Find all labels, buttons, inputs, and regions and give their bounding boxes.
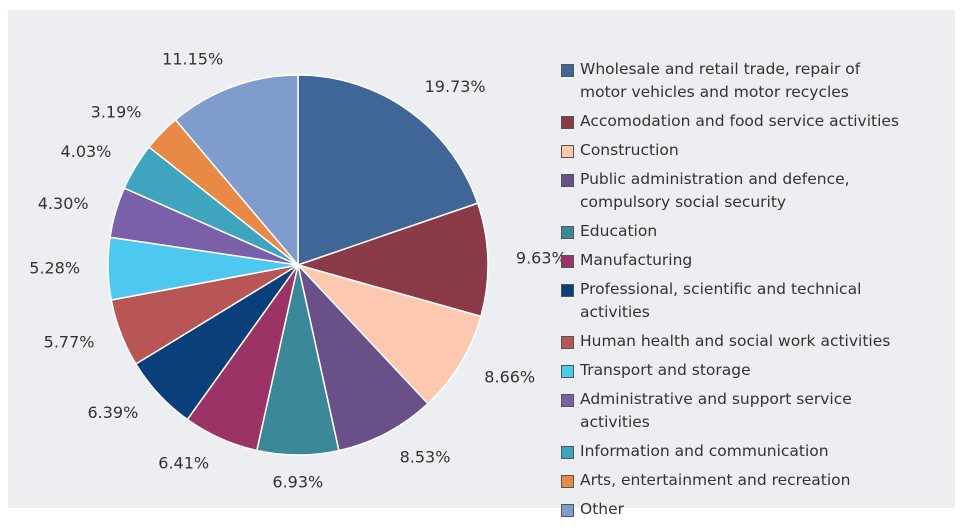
- slice-label: 4.30%: [38, 194, 89, 213]
- pie-slice: [295, 202, 489, 318]
- legend-swatch: [561, 336, 574, 349]
- slice-label: 11.15%: [162, 50, 223, 69]
- legend-item: Professional, scientific and technical a…: [561, 278, 911, 324]
- legend-item: Administrative and support service activ…: [561, 388, 911, 434]
- legend-label: Professional, scientific and technical a…: [580, 280, 862, 321]
- legend-swatch: [561, 174, 574, 187]
- legend-swatch: [561, 284, 574, 297]
- legend-item: Other: [561, 498, 911, 521]
- legend-label: Accomodation and food service activities: [580, 112, 899, 130]
- legend-item: Manufacturing: [561, 249, 911, 272]
- legend-swatch: [561, 255, 574, 268]
- legend-swatch: [561, 394, 574, 407]
- legend-label: Wholesale and retail trade, repair of mo…: [580, 60, 861, 101]
- legend-item: Wholesale and retail trade, repair of mo…: [561, 58, 911, 104]
- pie-slice: [297, 74, 479, 267]
- legend-swatch: [561, 504, 574, 517]
- slice-label: 9.63%: [516, 248, 567, 267]
- legend-label: Manufacturing: [580, 251, 693, 269]
- legend-label: Arts, entertainment and recreation: [580, 471, 851, 489]
- slice-label: 8.53%: [400, 447, 451, 466]
- legend-label: Other: [580, 500, 625, 518]
- slice-label: 3.19%: [91, 103, 142, 122]
- legend: Wholesale and retail trade, repair of mo…: [561, 58, 911, 527]
- legend-item: Human health and social work activities: [561, 330, 911, 353]
- legend-item: Education: [561, 220, 911, 243]
- chart-panel: 19.73% 9.63% 8.66% 8.53% 6.93% 6.41% 6.39% 5.77…: [8, 10, 955, 518]
- legend-swatch: [561, 64, 574, 77]
- legend-item: Construction: [561, 139, 911, 162]
- slice-label: 5.77%: [44, 333, 95, 352]
- slice-label: 6.41%: [158, 454, 209, 473]
- slice-label: 19.73%: [425, 77, 486, 96]
- slice-label: 8.66%: [484, 368, 535, 387]
- legend-swatch: [561, 226, 574, 239]
- legend-item: Transport and storage: [561, 359, 911, 382]
- pie-slice: [295, 263, 482, 405]
- legend-label: Human health and social work activities: [580, 332, 891, 350]
- pie-slice: [296, 262, 429, 452]
- legend-swatch: [561, 475, 574, 488]
- legend-label: Public administration and defence, compu…: [580, 170, 850, 211]
- chart: 19.73% 9.63% 8.66% 8.53% 6.93% 6.41% 6.39% 5.77…: [29, 50, 567, 492]
- legend-label: Administrative and support service activ…: [580, 390, 852, 431]
- slice-label: 4.03%: [61, 142, 112, 161]
- legend-item: Accomodation and food service activities: [561, 110, 911, 133]
- slice-label: 5.28%: [29, 259, 80, 278]
- legend-item: Arts, entertainment and recreation: [561, 469, 911, 492]
- pie-slice: [174, 74, 299, 268]
- legend-label: Education: [580, 222, 658, 240]
- legend-item: Information and communication: [561, 440, 911, 463]
- legend-swatch: [561, 116, 574, 129]
- legend-swatch: [561, 145, 574, 158]
- legend-label: Transport and storage: [580, 361, 751, 379]
- legend-swatch: [561, 365, 574, 378]
- legend-item: Public administration and defence, compu…: [561, 168, 911, 214]
- slice-label: 6.39%: [87, 403, 138, 422]
- legend-swatch: [561, 446, 574, 459]
- legend-label: Construction: [580, 141, 679, 159]
- legend-label: Information and communication: [580, 442, 829, 460]
- slice-label: 6.93%: [272, 472, 323, 491]
